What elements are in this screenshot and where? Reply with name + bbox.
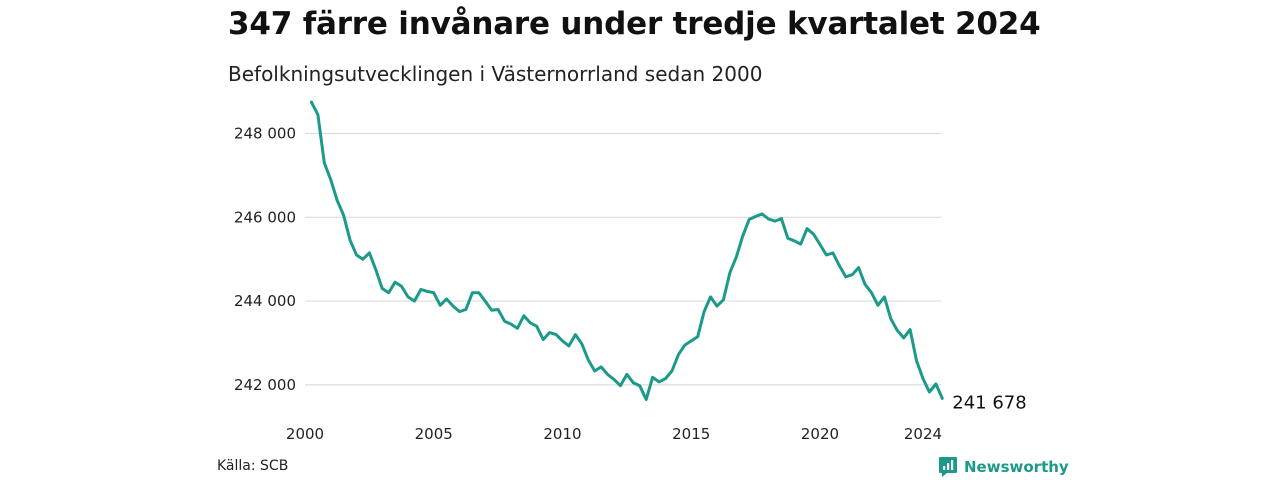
x-tick-label: 2020 (801, 425, 839, 443)
brand-name: Newsworthy (964, 458, 1069, 476)
source-note: Källa: SCB (217, 458, 289, 474)
x-tick-label: 2024 (904, 425, 942, 443)
x-tick-label: 2010 (543, 425, 581, 443)
chart-subtitle: Befolkningsutvecklingen i Västernorrland… (228, 62, 763, 86)
series-group (309, 100, 944, 401)
y-tick-label: 246 000 (234, 208, 296, 226)
end-value-label: 241 678 (952, 392, 1026, 413)
y-tick-label: 248 000 (234, 125, 296, 143)
newsworthy-logo-icon (939, 457, 957, 477)
brand-logo: Newsworthy (938, 456, 1069, 478)
y-axis-ticks: 242 000 244 000 246 000 248 000 (234, 125, 296, 394)
y-tick-label: 242 000 (234, 376, 296, 394)
x-axis-ticks: 2000 2005 2010 2015 2020 2024 (286, 425, 942, 443)
population-line (309, 100, 944, 401)
x-tick-label: 2005 (415, 425, 453, 443)
end-value-label-group: 241 678 (952, 392, 1026, 413)
y-tick-label: 244 000 (234, 292, 296, 310)
chart-title: 347 färre invånare under tredje kvartale… (228, 6, 1041, 42)
gridlines (305, 132, 941, 386)
x-tick-label: 2015 (672, 425, 710, 443)
x-tick-label: 2000 (286, 425, 324, 443)
